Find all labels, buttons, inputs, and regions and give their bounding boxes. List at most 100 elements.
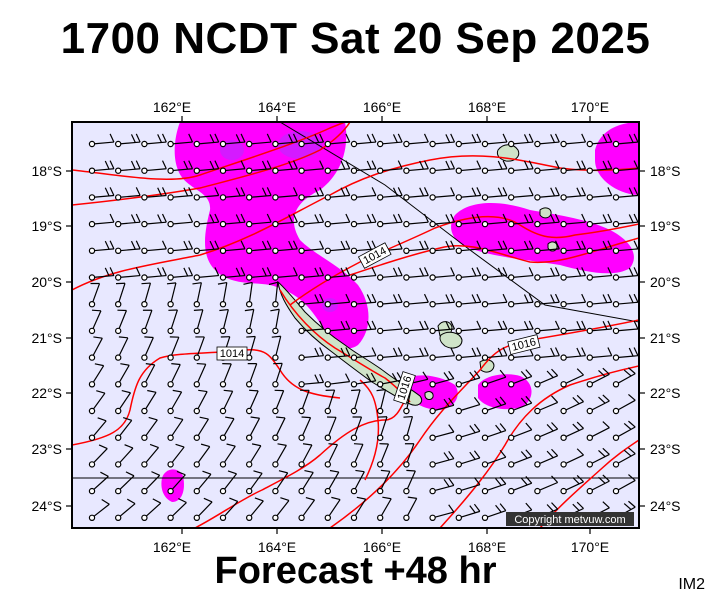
wind-barb-feather <box>109 133 115 143</box>
wind-barb-feather <box>525 395 533 404</box>
wind-barb-shaft <box>170 336 180 358</box>
wind-barb-station <box>455 327 462 335</box>
wind-barb-feather <box>445 160 451 170</box>
wind-barb-shaft <box>248 390 259 412</box>
wind-barb-shaft <box>563 168 586 172</box>
wind-barb-feather <box>448 477 455 486</box>
wind-barb-station <box>534 381 541 388</box>
wind-barb-feather <box>443 372 450 381</box>
wind-barb-station <box>324 461 331 468</box>
wind-barb-station <box>88 407 96 415</box>
wind-barb-shaft <box>143 474 161 492</box>
wind-barb-shaft <box>511 248 534 252</box>
wind-barb-shaft <box>144 194 167 198</box>
wind-barb-feather <box>419 347 425 357</box>
wind-barb-station <box>429 194 436 201</box>
wind-barb-station <box>350 274 358 281</box>
wind-barb-station <box>114 247 122 254</box>
wind-barb-station <box>272 247 279 254</box>
wind-barb-feather <box>551 448 559 457</box>
wind-barb-feather <box>607 320 613 330</box>
wind-barb-station <box>377 220 384 228</box>
wind-barb-shaft <box>432 221 455 225</box>
wind-barb-shaft <box>222 141 245 145</box>
wind-barb-shaft <box>589 355 612 359</box>
wind-barb-feather <box>397 267 403 276</box>
wind-barb-feather <box>445 214 451 223</box>
wind-barb-shaft <box>642 249 664 251</box>
wind-barb-feather <box>98 444 108 450</box>
wind-barb-station <box>141 407 148 415</box>
wind-barb-feather <box>469 505 476 514</box>
wind-barb-shaft <box>91 365 105 385</box>
wind-barb-feather <box>254 497 264 502</box>
wind-barb-shaft <box>91 283 101 305</box>
wind-barb-feather <box>423 347 429 356</box>
wind-barb-feather <box>581 133 587 143</box>
wind-barb-station <box>640 275 645 280</box>
wind-barb-station <box>534 327 541 335</box>
wind-barb-feather <box>97 417 107 422</box>
wind-barb-feather <box>329 469 339 473</box>
wind-barb-station <box>324 381 331 388</box>
wind-barb-feather <box>655 188 659 196</box>
wind-barb-feather <box>149 443 159 449</box>
wind-barb-shaft <box>274 363 283 385</box>
wind-barb-shaft <box>484 301 507 305</box>
wind-barb-station <box>298 461 305 468</box>
wind-barb-feather <box>240 267 246 276</box>
wind-barb-shaft <box>563 481 584 492</box>
wind-barb-shaft <box>642 373 661 384</box>
wind-barb-feather <box>314 134 320 143</box>
wind-barb-feather <box>581 187 587 196</box>
wind-barb-shaft <box>642 302 664 304</box>
wind-barb-station <box>640 515 645 520</box>
wind-barb-feather <box>419 320 425 330</box>
wind-barb-station <box>141 167 148 174</box>
wind-barb-shaft <box>511 194 534 198</box>
wind-barb-station <box>245 247 253 254</box>
wind-barb-feather <box>607 160 613 170</box>
wind-barb-station <box>245 407 253 415</box>
wind-barb-station <box>481 220 489 228</box>
wind-barb-station <box>612 194 620 201</box>
wind-barb-feather <box>554 160 560 170</box>
island-isle-of-pines <box>424 391 434 400</box>
wind-barb-station <box>114 407 122 415</box>
wind-barb-feather <box>397 293 403 303</box>
wind-barb-feather <box>502 293 508 303</box>
wind-barb-feather <box>443 478 450 488</box>
wind-barb-shaft <box>458 274 481 279</box>
rain-area-loyalty <box>478 374 532 410</box>
lon-label: 166°E <box>363 539 401 555</box>
wind-barb-station <box>455 167 462 174</box>
wind-barb-feather <box>147 389 157 393</box>
lon-label: 168°E <box>468 539 506 555</box>
wind-barb-feather <box>551 395 559 403</box>
wind-barb-feather <box>598 476 606 484</box>
wind-barb-feather <box>200 443 210 448</box>
wind-barb-feather <box>249 389 259 392</box>
wind-barb-station <box>560 487 567 495</box>
wind-barb-feather <box>319 373 325 383</box>
wind-barb-shaft <box>222 194 245 198</box>
wind-barb-shaft <box>380 328 403 332</box>
wind-barb-shaft <box>118 168 141 172</box>
wind-barb-feather <box>499 503 507 512</box>
wind-barb-shaft <box>353 328 376 332</box>
wind-barb-feather <box>528 160 534 170</box>
wind-barb-station <box>167 274 174 281</box>
wind-barb-shaft <box>248 472 263 492</box>
wind-barb-feather <box>340 160 346 170</box>
wind-barb-feather <box>288 134 294 143</box>
wind-barb-feather <box>469 425 476 434</box>
wind-barb-station <box>167 407 174 415</box>
wind-barb-station <box>219 434 227 441</box>
isobar-a <box>72 122 346 181</box>
wind-barb-shaft <box>458 457 481 465</box>
wind-barb-shaft <box>484 456 506 465</box>
wind-barb-shaft <box>327 221 350 225</box>
svg-text:1014: 1014 <box>220 348 244 360</box>
wind-barb-feather <box>497 267 503 277</box>
wind-barb-feather <box>253 470 263 474</box>
